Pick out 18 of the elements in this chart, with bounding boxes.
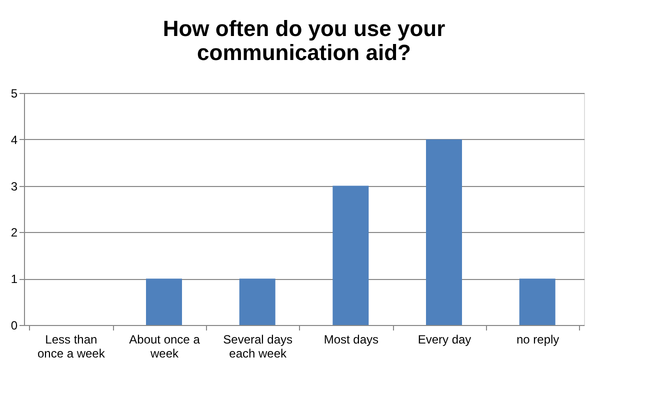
y-tick-label: 3 bbox=[10, 179, 18, 194]
bar bbox=[332, 186, 369, 325]
y-tick-label: 0 bbox=[10, 318, 18, 332]
x-tick-label: Every day bbox=[418, 332, 472, 346]
x-tick-label: no reply bbox=[516, 332, 560, 346]
bar bbox=[519, 278, 556, 325]
x-tick-label: Several days each week bbox=[223, 332, 293, 360]
chart-title: How often do you use your communication aid? bbox=[162, 16, 446, 65]
x-tick-label: Less than once a week bbox=[37, 332, 106, 360]
y-tick-label: 5 bbox=[10, 86, 18, 100]
y-tick-label: 1 bbox=[10, 272, 18, 286]
y-tick-label: 2 bbox=[10, 226, 18, 240]
y-tick-label: 4 bbox=[10, 132, 18, 147]
x-tick-label: Most days bbox=[324, 332, 379, 346]
bar bbox=[239, 278, 276, 325]
x-tick-label: About once a week bbox=[129, 332, 200, 360]
bar bbox=[426, 139, 462, 325]
bar bbox=[146, 278, 182, 325]
